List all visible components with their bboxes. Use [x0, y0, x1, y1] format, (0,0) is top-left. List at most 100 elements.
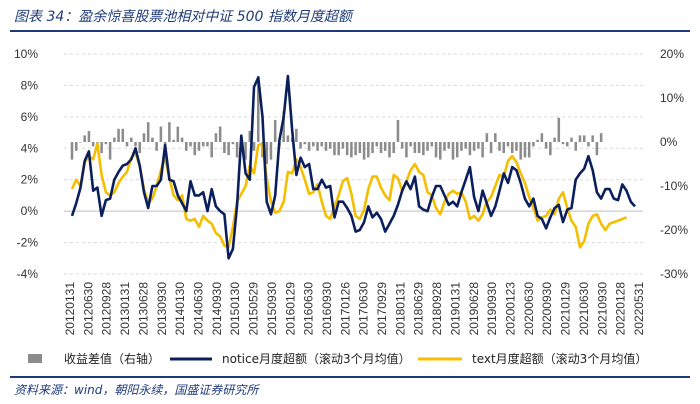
bar — [455, 142, 459, 158]
x-tick-label: 20170630 — [357, 282, 371, 336]
x-tick-label: 20140630 — [192, 282, 206, 336]
bar — [231, 142, 235, 145]
bar — [519, 142, 522, 160]
bar — [582, 135, 586, 142]
x-tick-label: 20210930 — [595, 282, 609, 336]
bars — [70, 76, 603, 164]
left-tick-label: 0% — [21, 204, 39, 218]
bar — [464, 142, 467, 149]
x-tick-label: 20140130 — [173, 282, 187, 336]
x-tick-label: 20150930 — [265, 282, 279, 336]
bar — [362, 142, 366, 160]
bar — [591, 135, 594, 142]
bar — [172, 139, 175, 142]
x-tick-label: 20130628 — [136, 282, 150, 336]
bar — [510, 142, 514, 153]
bar — [79, 142, 82, 143]
bar — [570, 137, 573, 142]
bar — [481, 142, 484, 158]
right-tick-label: 10% — [660, 91, 684, 105]
bar — [426, 142, 429, 151]
bar — [333, 142, 336, 156]
bar — [392, 142, 395, 153]
left-tick-label: 2% — [21, 173, 39, 187]
x-tick-label: 20200930 — [540, 282, 554, 336]
bar — [375, 142, 379, 147]
bar — [155, 142, 158, 151]
x-tick-label: 20160630 — [302, 282, 316, 336]
bar — [396, 120, 400, 142]
bar — [129, 137, 133, 142]
bar — [256, 76, 260, 142]
bar — [87, 131, 91, 142]
bar — [532, 142, 535, 147]
x-tick-label: 20170126 — [338, 282, 352, 336]
bar — [138, 142, 141, 153]
legend-label-bar: 收益差值（右轴） — [64, 351, 160, 366]
bar — [108, 142, 112, 160]
bar — [595, 142, 599, 156]
x-tick-label: 20190131 — [449, 282, 463, 336]
bar — [151, 137, 154, 142]
bar — [113, 137, 116, 142]
bar — [244, 142, 247, 160]
bar — [341, 142, 345, 149]
left-tick-label: 8% — [21, 78, 39, 92]
bar — [159, 126, 163, 142]
bar — [320, 142, 324, 147]
bar — [506, 142, 510, 147]
x-tick-label: 20190930 — [485, 282, 499, 336]
bar — [70, 142, 74, 160]
bar — [299, 142, 302, 149]
bar — [523, 142, 527, 158]
bar — [388, 142, 391, 158]
x-tick-label: 20170929 — [375, 282, 389, 336]
bar — [557, 117, 561, 142]
bar — [252, 142, 256, 151]
bar — [312, 142, 315, 147]
x-tick-label: 20180629 — [412, 282, 426, 336]
x-tick-label: 20160129 — [283, 282, 297, 336]
bar — [286, 135, 290, 142]
bar — [269, 142, 273, 160]
bar — [354, 142, 357, 156]
bar — [185, 142, 188, 151]
source-note: 资料来源：wind，朝阳永续，国盛证券研究所 — [14, 383, 259, 397]
bar — [146, 122, 150, 142]
legend: 收益差值（右轴） notice月度超额（滚动3个月均值） text月度超额（滚动3个… — [28, 351, 647, 366]
bar — [536, 139, 539, 142]
x-tick-label: 20200630 — [522, 282, 536, 336]
bar — [434, 142, 438, 158]
bar — [223, 142, 226, 153]
right-axis-ticks: -30% -20% -10% 0% 10% 20% — [660, 47, 688, 281]
bar — [295, 128, 298, 142]
bar — [498, 142, 501, 151]
right-tick-label: -20% — [660, 223, 688, 237]
bar — [371, 142, 374, 153]
bar — [447, 142, 451, 149]
x-tick-label: 20180928 — [430, 282, 444, 336]
legend-swatch-bar — [28, 354, 42, 363]
bar — [206, 142, 209, 147]
x-axis-ticks: 20120131 20120630 20120928 20130131 20130628… — [63, 282, 646, 336]
bar — [125, 142, 129, 147]
left-tick-label: 4% — [21, 141, 39, 155]
bar — [273, 120, 277, 142]
bar — [307, 142, 311, 151]
bar — [235, 142, 239, 158]
x-tick-label: 20120630 — [81, 282, 95, 336]
bar — [74, 142, 78, 151]
bar — [83, 135, 86, 142]
bar — [367, 142, 370, 158]
bar — [561, 142, 565, 145]
bar — [227, 142, 230, 156]
grid — [64, 53, 643, 275]
bar — [176, 126, 180, 142]
bar — [553, 137, 556, 142]
x-tick-label: 20160930 — [320, 282, 334, 336]
bar — [383, 142, 387, 151]
right-tick-label: -10% — [660, 179, 688, 193]
bar — [168, 122, 171, 142]
x-tick-label: 20130930 — [155, 282, 169, 336]
